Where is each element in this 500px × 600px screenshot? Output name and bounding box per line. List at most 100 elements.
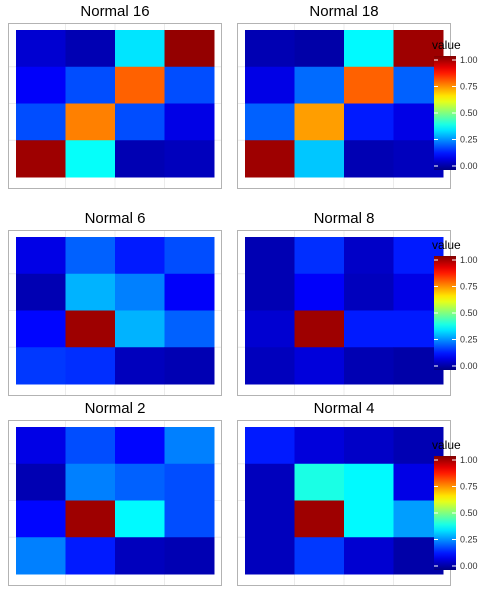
heatmap-cell: [245, 347, 295, 385]
heatmap-cell: [164, 237, 215, 275]
heatmap-cell: [344, 237, 394, 275]
colorbar-tick-label: 0.50: [460, 308, 478, 318]
panel-title: Normal 18: [309, 3, 378, 20]
heatmap-cell: [65, 237, 116, 275]
heatmap-cell: [294, 537, 345, 575]
colorbar: [434, 256, 456, 370]
heatmap-cell: [65, 66, 116, 104]
heatmap-cell: [16, 537, 66, 575]
heatmap-cell: [164, 427, 215, 465]
heatmap-cell: [164, 140, 215, 178]
heatmap-cell: [245, 66, 295, 104]
heatmap-cell: [344, 537, 394, 575]
legend-title: value: [432, 438, 461, 452]
heatmap-cell: [344, 500, 394, 538]
heatmap-cell: [344, 103, 394, 141]
heatmap-cell: [245, 310, 295, 348]
colorbar-tick-label: 0.00: [460, 561, 478, 571]
heatmap-cell: [344, 347, 394, 385]
colorbar-tick-label: 0.75: [460, 282, 478, 292]
colorbar-tick-label: 0.75: [460, 482, 478, 492]
heatmap-cell: [344, 66, 394, 104]
heatmap-panels: Normal 16 Normal 18 Normal 6 Normal 8 Normal…: [8, 3, 451, 586]
colorbar: [434, 456, 456, 570]
colorbar-tick-label: 0.50: [460, 508, 478, 518]
heatmap-cell: [164, 30, 215, 68]
heatmap-cell: [65, 140, 116, 178]
heatmap-cell: [115, 427, 165, 465]
heatmap-cell: [164, 66, 215, 104]
heatmap-panel: Normal 16: [8, 3, 222, 189]
heatmap-cell: [294, 500, 345, 538]
heatmap-cell: [65, 427, 116, 465]
heatmap-cell: [115, 30, 165, 68]
heatmap-cell: [16, 66, 66, 104]
heatmap-cell: [245, 30, 295, 68]
heatmap-cell: [245, 500, 295, 538]
heatmap-cell: [16, 500, 66, 538]
heatmap-cell: [294, 463, 345, 501]
colorbar-tick-label: 0.75: [460, 82, 478, 92]
heatmap-cell: [65, 537, 116, 575]
heatmap-cell: [164, 537, 215, 575]
heatmap-cell: [245, 427, 295, 465]
heatmap-cell: [115, 537, 165, 575]
heatmap-panel: Normal 8: [237, 210, 451, 396]
heatmap-cell: [294, 273, 345, 311]
heatmap-cell: [344, 310, 394, 348]
heatmap-panel: Normal 6: [8, 210, 222, 396]
colorbar-tick-label: 0.50: [460, 108, 478, 118]
colorbar-tick-label: 0.00: [460, 161, 478, 171]
heatmap-cell: [16, 30, 66, 68]
heatmap-cell: [16, 463, 66, 501]
heatmap-cell: [115, 310, 165, 348]
panel-title: Normal 8: [314, 210, 375, 227]
heatmap-cell: [115, 237, 165, 275]
heatmap-cell: [245, 103, 295, 141]
heatmap-cell: [245, 537, 295, 575]
colorbar-legends: value 1.00 0.75 0.50 0.25 0.00 value 1.00 0.75 0.…: [432, 38, 478, 571]
heatmap-cell: [294, 427, 345, 465]
heatmap-cell: [164, 103, 215, 141]
heatmap-panel: Normal 18: [237, 3, 451, 189]
colorbar-tick-label: 1.00: [460, 255, 478, 265]
colorbar-tick-label: 0.25: [460, 135, 478, 145]
heatmap-cell: [16, 103, 66, 141]
heatmap-cell: [16, 273, 66, 311]
panel-title: Normal 16: [80, 3, 149, 20]
heatmap-cell: [65, 347, 116, 385]
heatmap-cell: [115, 500, 165, 538]
colorbar-tick-label: 0.00: [460, 361, 478, 371]
heatmap-cell: [245, 463, 295, 501]
heatmap-cell: [65, 103, 116, 141]
heatmap-cell: [294, 66, 345, 104]
heatmap-cell: [115, 140, 165, 178]
heatmap-cell: [164, 500, 215, 538]
colorbar-tick-label: 0.25: [460, 335, 478, 345]
panel-title: Normal 6: [85, 210, 146, 227]
heatmap-cell: [344, 273, 394, 311]
panel-title: Normal 4: [314, 400, 375, 417]
colorbar-legend: value 1.00 0.75 0.50 0.25 0.00: [432, 238, 478, 371]
heatmap-cell: [164, 310, 215, 348]
colorbar: [434, 56, 456, 170]
heatmap-cell: [344, 140, 394, 178]
heatmap-cell: [294, 140, 345, 178]
heatmap-cell: [115, 463, 165, 501]
heatmap-cell: [344, 30, 394, 68]
heatmap-cell: [16, 310, 66, 348]
heatmap-cell: [115, 347, 165, 385]
heatmap-cell: [164, 347, 215, 385]
panel-title: Normal 2: [85, 400, 146, 417]
heatmap-cell: [245, 273, 295, 311]
colorbar-legend: value 1.00 0.75 0.50 0.25 0.00: [432, 38, 478, 171]
heatmap-cell: [65, 500, 116, 538]
heatmap-cell: [294, 30, 345, 68]
heatmap-cell: [16, 347, 66, 385]
heatmap-cell: [294, 103, 345, 141]
heatmap-cell: [65, 463, 116, 501]
heatmap-cell: [16, 427, 66, 465]
heatmap-panel: Normal 2: [8, 400, 222, 586]
heatmap-cell: [115, 273, 165, 311]
